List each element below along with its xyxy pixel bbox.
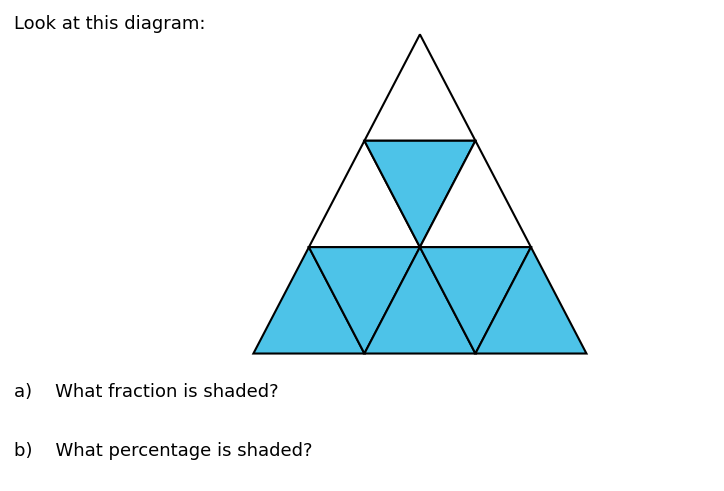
Polygon shape xyxy=(364,141,476,247)
Polygon shape xyxy=(364,34,476,141)
Polygon shape xyxy=(309,247,420,354)
Polygon shape xyxy=(309,141,420,247)
Polygon shape xyxy=(476,247,586,354)
Text: b)    What percentage is shaded?: b) What percentage is shaded? xyxy=(14,442,313,460)
Polygon shape xyxy=(253,247,364,354)
Polygon shape xyxy=(364,247,476,354)
Text: Look at this diagram:: Look at this diagram: xyxy=(14,15,206,33)
Polygon shape xyxy=(420,247,531,354)
Text: a)    What fraction is shaded?: a) What fraction is shaded? xyxy=(14,383,279,401)
Polygon shape xyxy=(420,141,531,247)
